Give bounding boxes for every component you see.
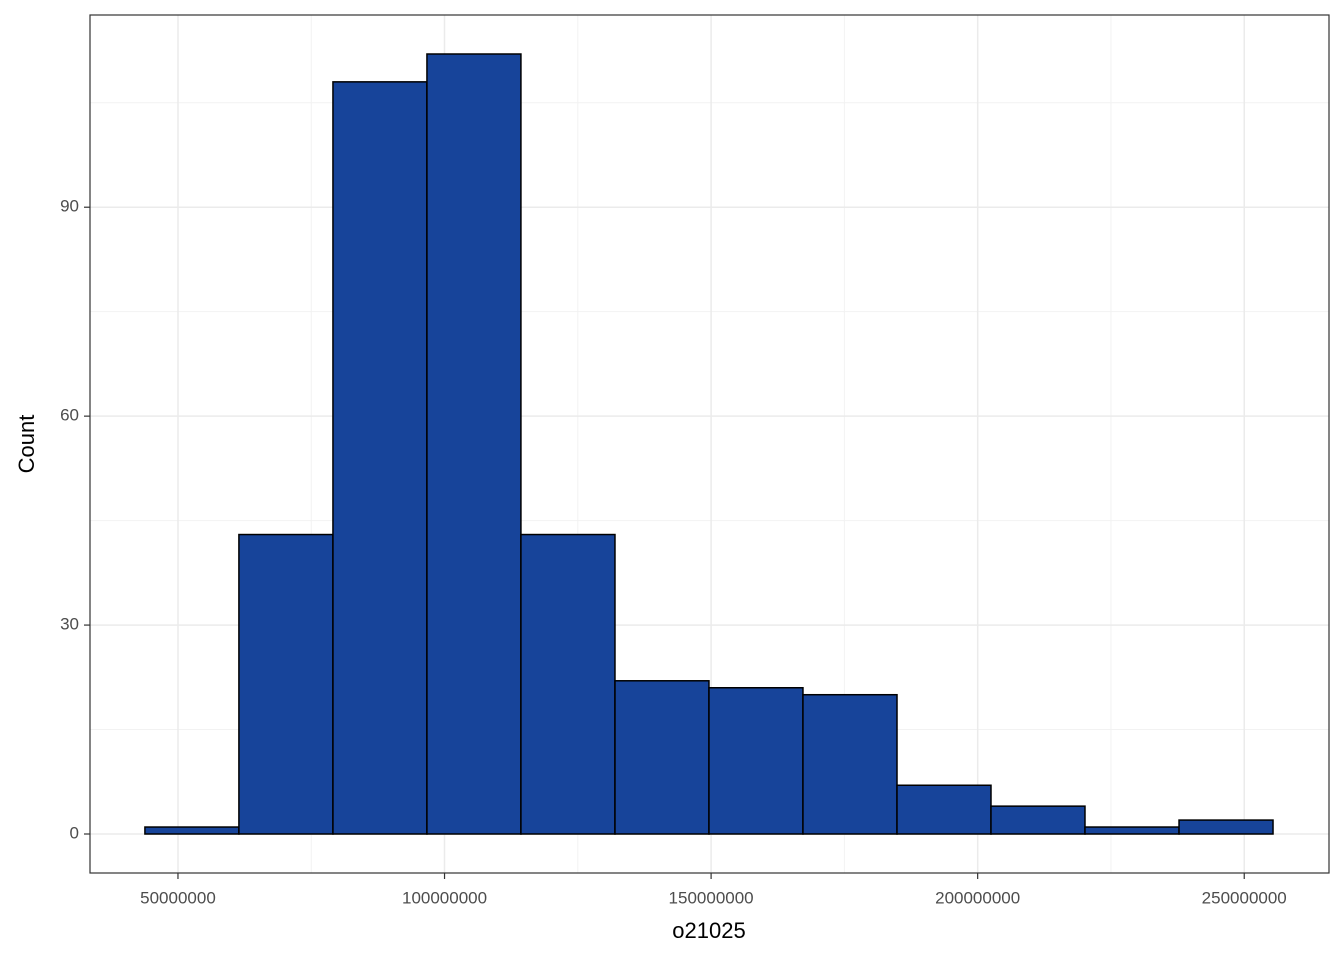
- x-axis-title: o21025: [672, 918, 745, 943]
- x-tick-label: 200000000: [935, 888, 1020, 907]
- bar: [144, 826, 240, 835]
- bar: [426, 53, 522, 835]
- y-tick-label: 90: [60, 197, 79, 216]
- y-tick-label: 0: [70, 823, 79, 842]
- bar: [708, 687, 804, 835]
- y-tick-label: 60: [60, 406, 79, 425]
- bar: [802, 693, 898, 835]
- x-tick-label: 50000000: [140, 888, 216, 907]
- x-tick-label: 250000000: [1202, 888, 1287, 907]
- bar: [896, 784, 992, 835]
- bar: [520, 533, 616, 835]
- bar: [238, 533, 334, 835]
- bar: [1084, 826, 1180, 835]
- y-tick-label: 30: [60, 615, 79, 634]
- x-tick-label: 150000000: [669, 888, 754, 907]
- x-tick-label: 100000000: [402, 888, 487, 907]
- y-axis-title: Count: [14, 415, 39, 474]
- bar: [332, 81, 428, 835]
- bar: [614, 680, 710, 835]
- panel-border: [89, 14, 1330, 874]
- bar: [990, 805, 1086, 835]
- bar: [1178, 819, 1274, 835]
